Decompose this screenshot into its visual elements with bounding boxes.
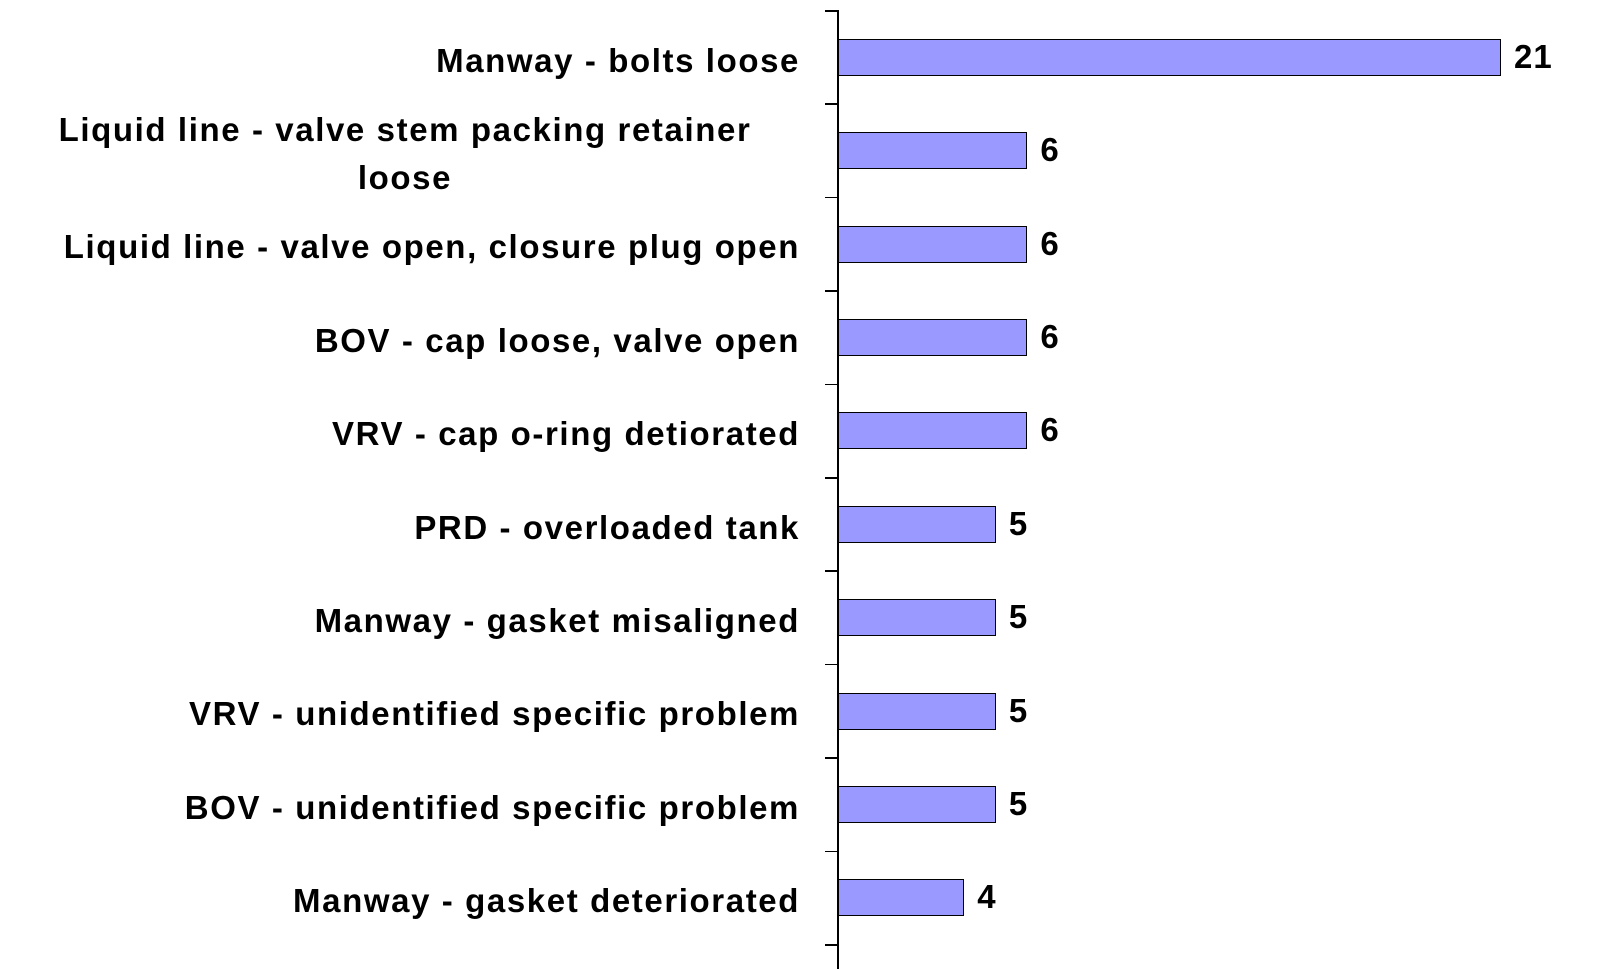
category-tick <box>825 290 839 292</box>
value-label: 5 <box>1008 784 1029 822</box>
category-label-box: BOV - unidentified specific problem <box>0 761 800 854</box>
value-label: 6 <box>1040 317 1060 355</box>
bar <box>838 318 1028 356</box>
value-label: 6 <box>1040 411 1060 449</box>
category-tick <box>825 663 839 666</box>
y-axis <box>837 10 839 969</box>
category-tick <box>825 477 839 479</box>
value-label: 5 <box>1008 504 1029 542</box>
bar <box>838 505 996 543</box>
category-label: BOV - cap loose, valve open <box>314 321 800 359</box>
category-label-box: Liquid line - valve stem packing retaine… <box>0 107 800 200</box>
category-tick <box>825 944 839 946</box>
category-tick <box>825 757 839 759</box>
category-tick <box>825 10 839 12</box>
category-label-box: Manway - gasket deteriorated <box>0 855 800 948</box>
bar <box>838 692 996 730</box>
category-tick <box>825 383 839 386</box>
category-label: VRV - cap o-ring detiorated <box>332 415 800 453</box>
bar <box>838 225 1028 263</box>
category-label: BOV - unidentified specific problem <box>184 788 800 826</box>
value-label: 5 <box>1008 691 1029 729</box>
category-label-box: VRV - unidentified specific problem <box>0 668 800 761</box>
category-label-box: Manway - bolts loose <box>0 14 800 107</box>
value-label: 5 <box>1008 598 1029 636</box>
category-label: Manway - bolts loose <box>436 41 800 79</box>
value-label: 6 <box>1040 131 1060 169</box>
category-label: Manway - gasket deteriorated <box>293 882 800 920</box>
category-label: VRV - unidentified specific problem <box>189 695 800 733</box>
category-tick <box>825 570 839 572</box>
category-label-box: Liquid line - valve open, closure plug o… <box>0 201 800 294</box>
value-label: 4 <box>977 878 997 916</box>
category-label-box: Manway - gasket misaligned <box>0 574 800 667</box>
category-label-box: VRV - cap o-ring detiorated <box>0 388 800 481</box>
category-label: Liquid line - valve open, closure plug o… <box>63 228 800 266</box>
category-tick <box>825 103 839 105</box>
bar <box>838 132 1028 170</box>
category-label: PRD - overloaded tank <box>414 508 800 546</box>
bar <box>838 879 965 917</box>
bar <box>838 412 1028 450</box>
bar <box>838 599 996 637</box>
category-label: Liquid line - valve stem packing retaine… <box>58 111 752 197</box>
category-tick <box>825 850 839 853</box>
bar <box>838 785 996 823</box>
category-tick <box>825 196 839 199</box>
category-label: Manway - gasket misaligned <box>314 602 800 640</box>
category-label-box: BOV - cap loose, valve open <box>0 294 800 387</box>
value-label: 6 <box>1040 224 1060 262</box>
category-label-box: PRD - overloaded tank <box>0 481 800 574</box>
value-label: 21 <box>1514 37 1553 75</box>
bar <box>838 38 1501 76</box>
